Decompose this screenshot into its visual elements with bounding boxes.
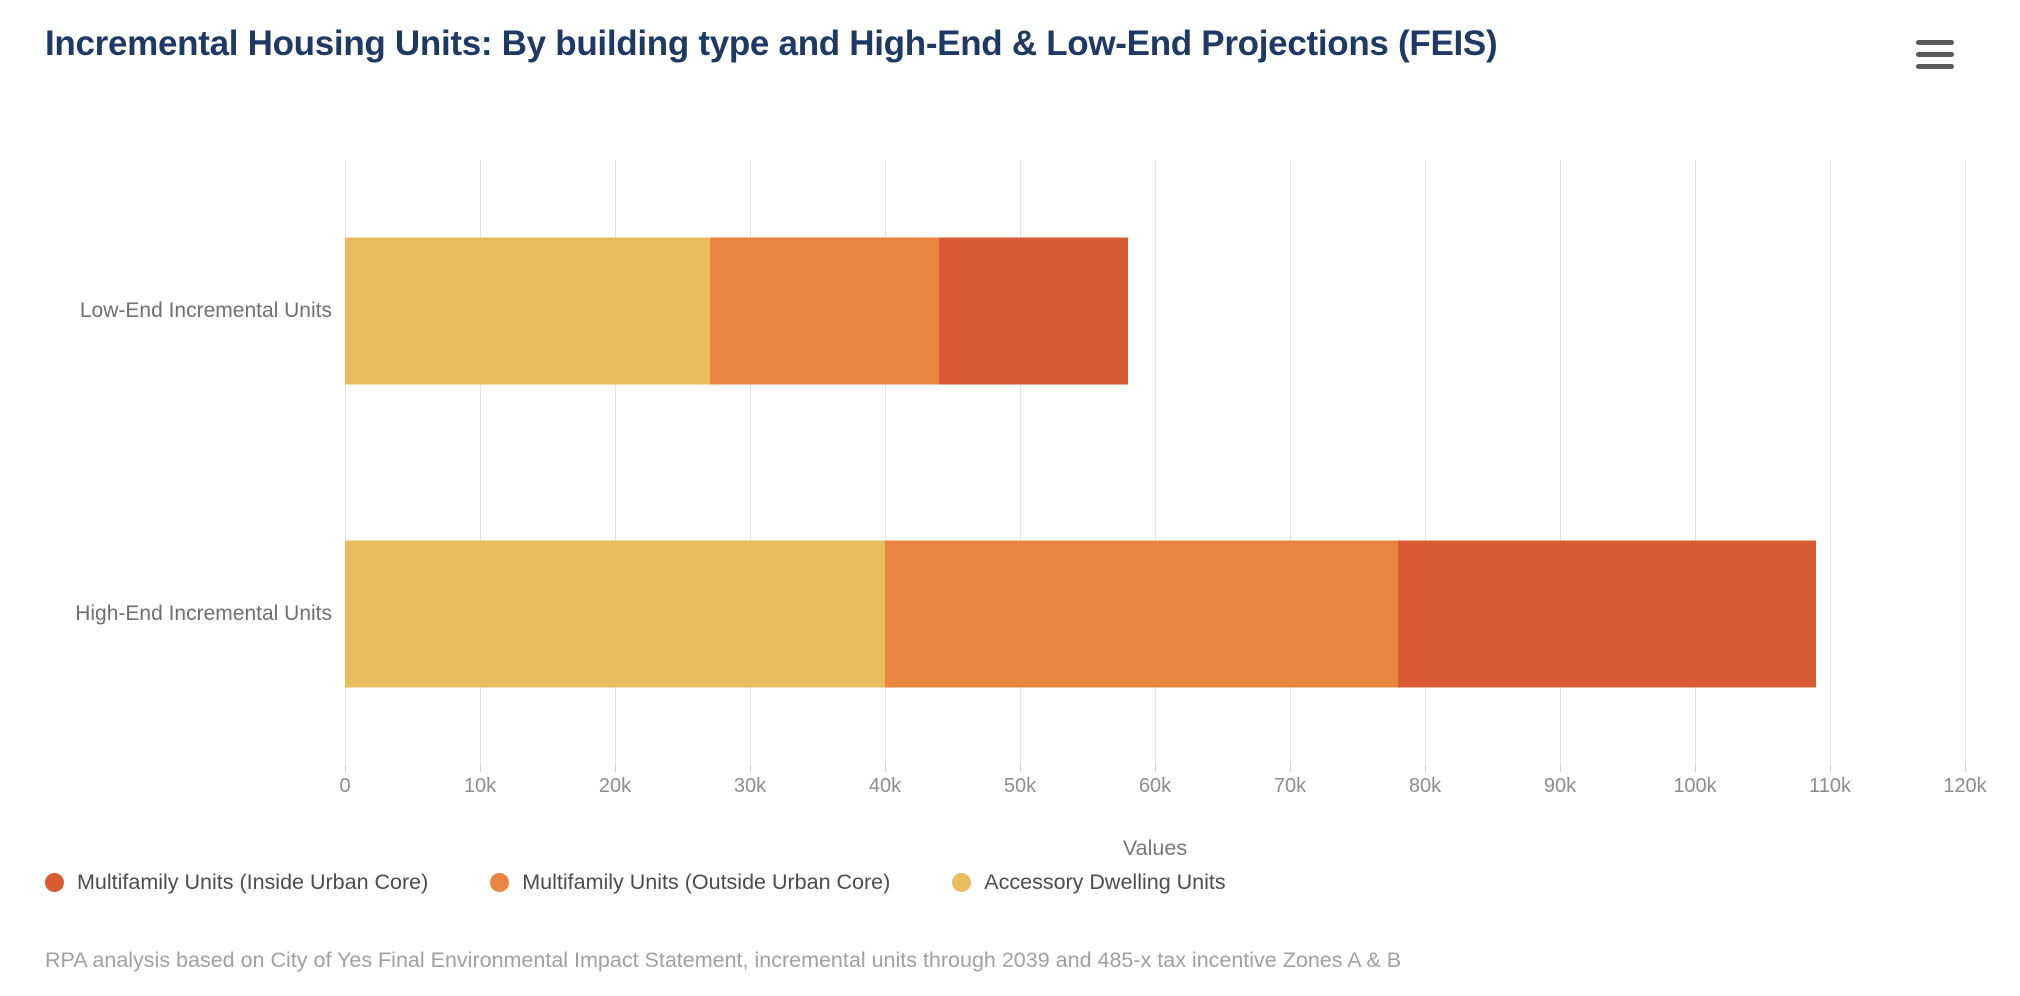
x-tick-label: 100k [1673,775,1717,797]
gridline [1424,160,1426,765]
hamburger-icon [1916,63,1954,69]
gridline [1695,160,1696,765]
gridline [1020,160,1021,765]
legend-dot-icon [952,873,972,892]
axis-tick [1695,765,1696,772]
chart-title: Incremental Housing Units: By building t… [45,24,1498,63]
axis-tick [1424,765,1426,772]
legend-dot-icon [45,873,64,892]
gridline [479,160,481,765]
category-label: High-End Incremental Units [75,601,332,625]
gridline [1965,160,1966,765]
menu-button[interactable] [1916,36,1958,72]
category-label: Low-End Incremental Units [79,299,332,323]
legend-label: Multifamily Units (Outside Urban Core) [522,870,891,894]
hamburger-icon [1916,51,1954,57]
bar-row [345,463,1965,766]
x-tick-label: 50k [1003,775,1037,797]
bar-segment[interactable] [1397,540,1817,688]
axis-tick [750,765,751,772]
gridline [884,160,886,765]
axis-tick [1560,765,1561,772]
legend-dot-icon [490,873,510,892]
axis-tick [1830,765,1831,772]
x-tick-label: 60k [1138,775,1172,797]
x-axis-title: Values [1122,836,1188,860]
gridline [1560,160,1561,765]
x-tick-label: 20k [598,775,632,797]
bar-segment[interactable] [345,237,710,385]
legend-item[interactable]: Multifamily Units (Outside Urban Core) [490,870,890,895]
axis-tick [345,765,346,772]
x-tick-label: 70k [1273,775,1307,797]
x-tick-label: 10k [463,775,497,797]
gridline [750,160,751,765]
plot-area [345,160,1966,772]
x-tick-label: 30k [733,775,767,797]
axis-tick [1020,765,1021,772]
stacked-bar [345,237,1965,385]
stacked-bar [345,540,1965,688]
x-tick-label: 110k [1809,775,1851,797]
legend-label: Multifamily Units (Inside Urban Core) [77,870,429,894]
legend: Multifamily Units (Inside Urban Core) Mul… [45,870,1226,895]
bar-segment[interactable] [345,540,885,688]
bar-segment[interactable] [884,540,1398,688]
gridline [1830,160,1831,765]
gridline [1290,160,1291,765]
legend-label: Accessory Dwelling Units [984,870,1226,894]
legend-item[interactable]: Accessory Dwelling Units [952,870,1226,895]
source-note: RPA analysis based on City of Yes Final … [45,948,1402,972]
gridline [345,160,346,765]
axis-tick [1155,765,1156,772]
x-tick-label: 80k [1408,775,1442,797]
axis-tick [1290,765,1291,772]
x-tick-label: 0 [339,775,351,797]
gridline [614,160,616,765]
bar-row [345,160,1965,463]
x-tick-label: 120k [1943,775,1987,797]
legend-item[interactable]: Multifamily Units (Inside Urban Core) [45,870,428,895]
hamburger-icon [1916,39,1954,45]
bar-segment[interactable] [939,237,1128,385]
gridline [1155,160,1156,765]
axis-tick [884,765,886,772]
axis-tick [1965,765,1966,772]
axis-tick [614,765,616,772]
bar-segment[interactable] [709,237,939,385]
x-tick-label: 90k [1543,775,1577,797]
x-tick-label: 40k [868,775,902,797]
axis-tick [479,765,481,772]
